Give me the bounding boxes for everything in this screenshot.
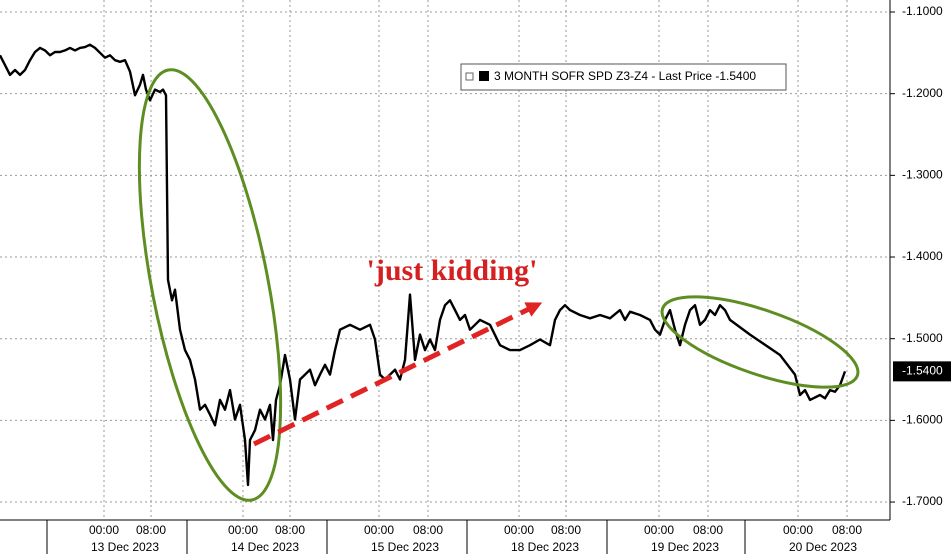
x-tick-label: 08:00: [693, 523, 723, 537]
x-day-label: 13 Dec 2023: [91, 540, 159, 554]
y-tick-label: -1.2000: [902, 86, 943, 100]
x-tick-label: 00:00: [89, 523, 119, 537]
x-tick-label: 00:00: [504, 523, 534, 537]
annotation: 'just kidding': [367, 254, 538, 287]
x-day-label: 20 Dec 2023: [789, 540, 857, 554]
last-price-box: [893, 361, 951, 382]
x-tick-label: 08:00: [275, 523, 305, 537]
x-tick-label: 08:00: [551, 523, 581, 537]
x-tick-label: 00:00: [644, 523, 674, 537]
x-tick-label: 00:00: [783, 523, 813, 537]
y-tick-label: -1.6000: [902, 413, 943, 427]
x-tick-label: 08:00: [832, 523, 862, 537]
plot: [0, 43, 847, 487]
legend-toggle: [465, 72, 474, 81]
y-tick-label: -1.7000: [902, 494, 943, 508]
legend-swatch: [479, 71, 489, 81]
x-day-label: 15 Dec 2023: [371, 540, 439, 554]
y-tick-label: -1.3000: [902, 168, 943, 182]
x-tick-label: 00:00: [228, 523, 258, 537]
line-series: [0, 43, 847, 487]
y-tick-label: -1.4000: [902, 249, 943, 263]
highlight-ellipse: [660, 295, 860, 389]
legend-box: [460, 63, 787, 91]
x-tick-label: 08:00: [136, 523, 166, 537]
y-tick-label: -1.5000: [902, 331, 943, 345]
last-price-label: -1.5400: [902, 364, 943, 378]
highlight-ellipse: [137, 68, 283, 502]
legend: 3 MONTH SOFR SPD Z3-Z4 - Last Price -1.5…: [460, 63, 787, 91]
legend-label: 3 MONTH SOFR SPD Z3-Z4 - Last Price -1.5…: [494, 69, 756, 83]
x-day-label: 14 Dec 2023: [231, 540, 299, 554]
x-tick-label: 08:00: [413, 523, 443, 537]
x-tick-label: 00:00: [364, 523, 394, 537]
y-tick-label: -1.1000: [902, 4, 943, 18]
x-day-label: 19 Dec 2023: [651, 540, 719, 554]
y-axis-labels: -1.1000 -1.2000 -1.3000 -1.4000 -1.5000 -1.60…: [46, 4, 951, 554]
x-day-label: 18 Dec 2023: [511, 540, 579, 554]
arrow: [252, 302, 543, 447]
